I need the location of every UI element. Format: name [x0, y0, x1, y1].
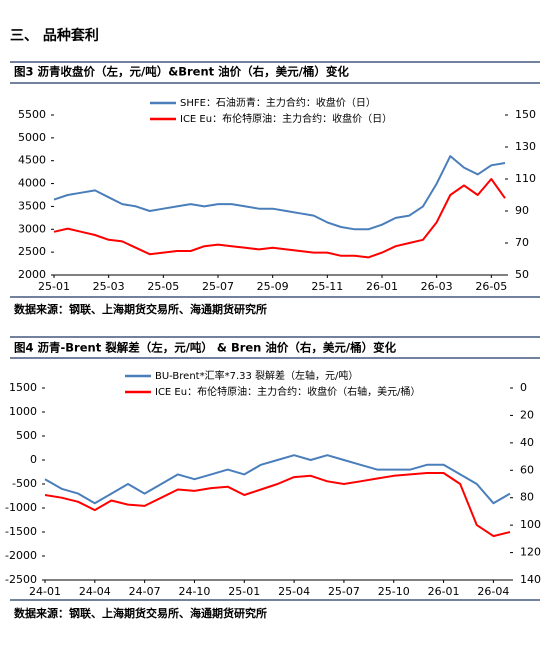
y-tick-label: 5000: [18, 131, 46, 144]
x-tick-label: 25-10: [378, 585, 410, 598]
y-tick-label: 3000: [18, 222, 46, 235]
y-tick-label: 3500: [18, 199, 46, 212]
source: 数据来源：钢联、上海期货交易所、海通期货研究所: [14, 606, 267, 620]
x-tick-label: 26-01: [366, 280, 398, 293]
figure-title: 图3 沥青收盘价（左，元/吨）&Brent 油价（右，美元/桶）变化: [14, 65, 349, 79]
y-tick-label: 5500: [18, 108, 46, 121]
series-line: [44, 472, 511, 538]
y2-tick-label: 40: [520, 436, 534, 449]
y-tick-label: 4500: [18, 154, 46, 167]
y-tick-label: -2500: [5, 573, 37, 586]
x-tick-label: 24-04: [79, 585, 111, 598]
legend-label: ICE Eu：布伦特原油：主力合约：收盘价（日）: [180, 112, 392, 125]
x-tick-label: 25-01: [38, 280, 70, 293]
x-tick-label: 25-11: [311, 280, 343, 293]
series-line: [53, 155, 506, 231]
legend-label: SHFE：石油沥青：主力合约：收盘价（日）: [180, 96, 376, 109]
y-tick-label: -2000: [5, 549, 37, 562]
y2-tick-label: 90: [515, 204, 529, 217]
y2-tick-label: 100: [520, 518, 541, 531]
source: 数据来源：钢联、上海期货交易所、海通期货研究所: [14, 302, 267, 316]
y-tick-label: 500: [16, 429, 37, 442]
legend-label: ICE Eu：布伦特原油：主力合约：收盘价（右轴，美元/桶）: [155, 385, 420, 398]
x-tick-label: 25-01: [228, 585, 260, 598]
series-line: [53, 178, 506, 259]
y2-tick-label: 50: [515, 268, 529, 281]
y2-tick-label: 80: [520, 491, 534, 504]
y-tick-label: 1500: [9, 381, 37, 394]
y2-tick-label: 70: [515, 236, 529, 249]
x-tick-label: 26-05: [475, 280, 507, 293]
y-tick-label: 2500: [18, 245, 46, 258]
y2-tick-label: 150: [515, 108, 536, 121]
y-tick-label: 0: [30, 453, 37, 466]
x-tick-label: 25-07: [328, 585, 360, 598]
x-tick-label: 26-01: [428, 585, 460, 598]
x-tick-label: 26-04: [477, 585, 509, 598]
series-line: [44, 454, 511, 505]
y-tick-label: 1000: [9, 405, 37, 418]
section-title: 三、 品种套利: [10, 27, 99, 44]
y2-tick-label: 60: [520, 463, 534, 476]
x-tick-label: 25-05: [147, 280, 179, 293]
y2-tick-label: 140: [520, 573, 541, 586]
y-tick-label: 4000: [18, 177, 46, 190]
x-tick-label: 25-04: [278, 585, 310, 598]
y-tick-label: -1500: [5, 525, 37, 538]
y-tick-label: -1000: [5, 501, 37, 514]
figure-title: 图4 沥青-Brent 裂解差（左，元/吨） & Bren 油价（右，美元/桶）…: [14, 341, 397, 355]
x-tick-label: 25-07: [202, 280, 234, 293]
y-tick-label: -500: [12, 477, 37, 490]
x-tick-label: 24-01: [29, 585, 61, 598]
x-tick-label: 24-07: [129, 585, 161, 598]
y2-tick-label: 0: [520, 381, 527, 394]
y2-tick-label: 130: [515, 140, 536, 153]
y2-tick-label: 20: [520, 408, 534, 421]
x-tick-label: 24-10: [178, 585, 210, 598]
y-tick-label: 2000: [18, 268, 46, 281]
legend-label: BU-Brent*汇率*7.33 裂解差（左轴，元/吨）: [155, 369, 358, 382]
x-tick-label: 25-09: [257, 280, 289, 293]
y2-tick-label: 110: [515, 172, 536, 185]
x-tick-label: 25-03: [93, 280, 125, 293]
x-tick-label: 26-03: [421, 280, 453, 293]
y2-tick-label: 120: [520, 546, 541, 559]
